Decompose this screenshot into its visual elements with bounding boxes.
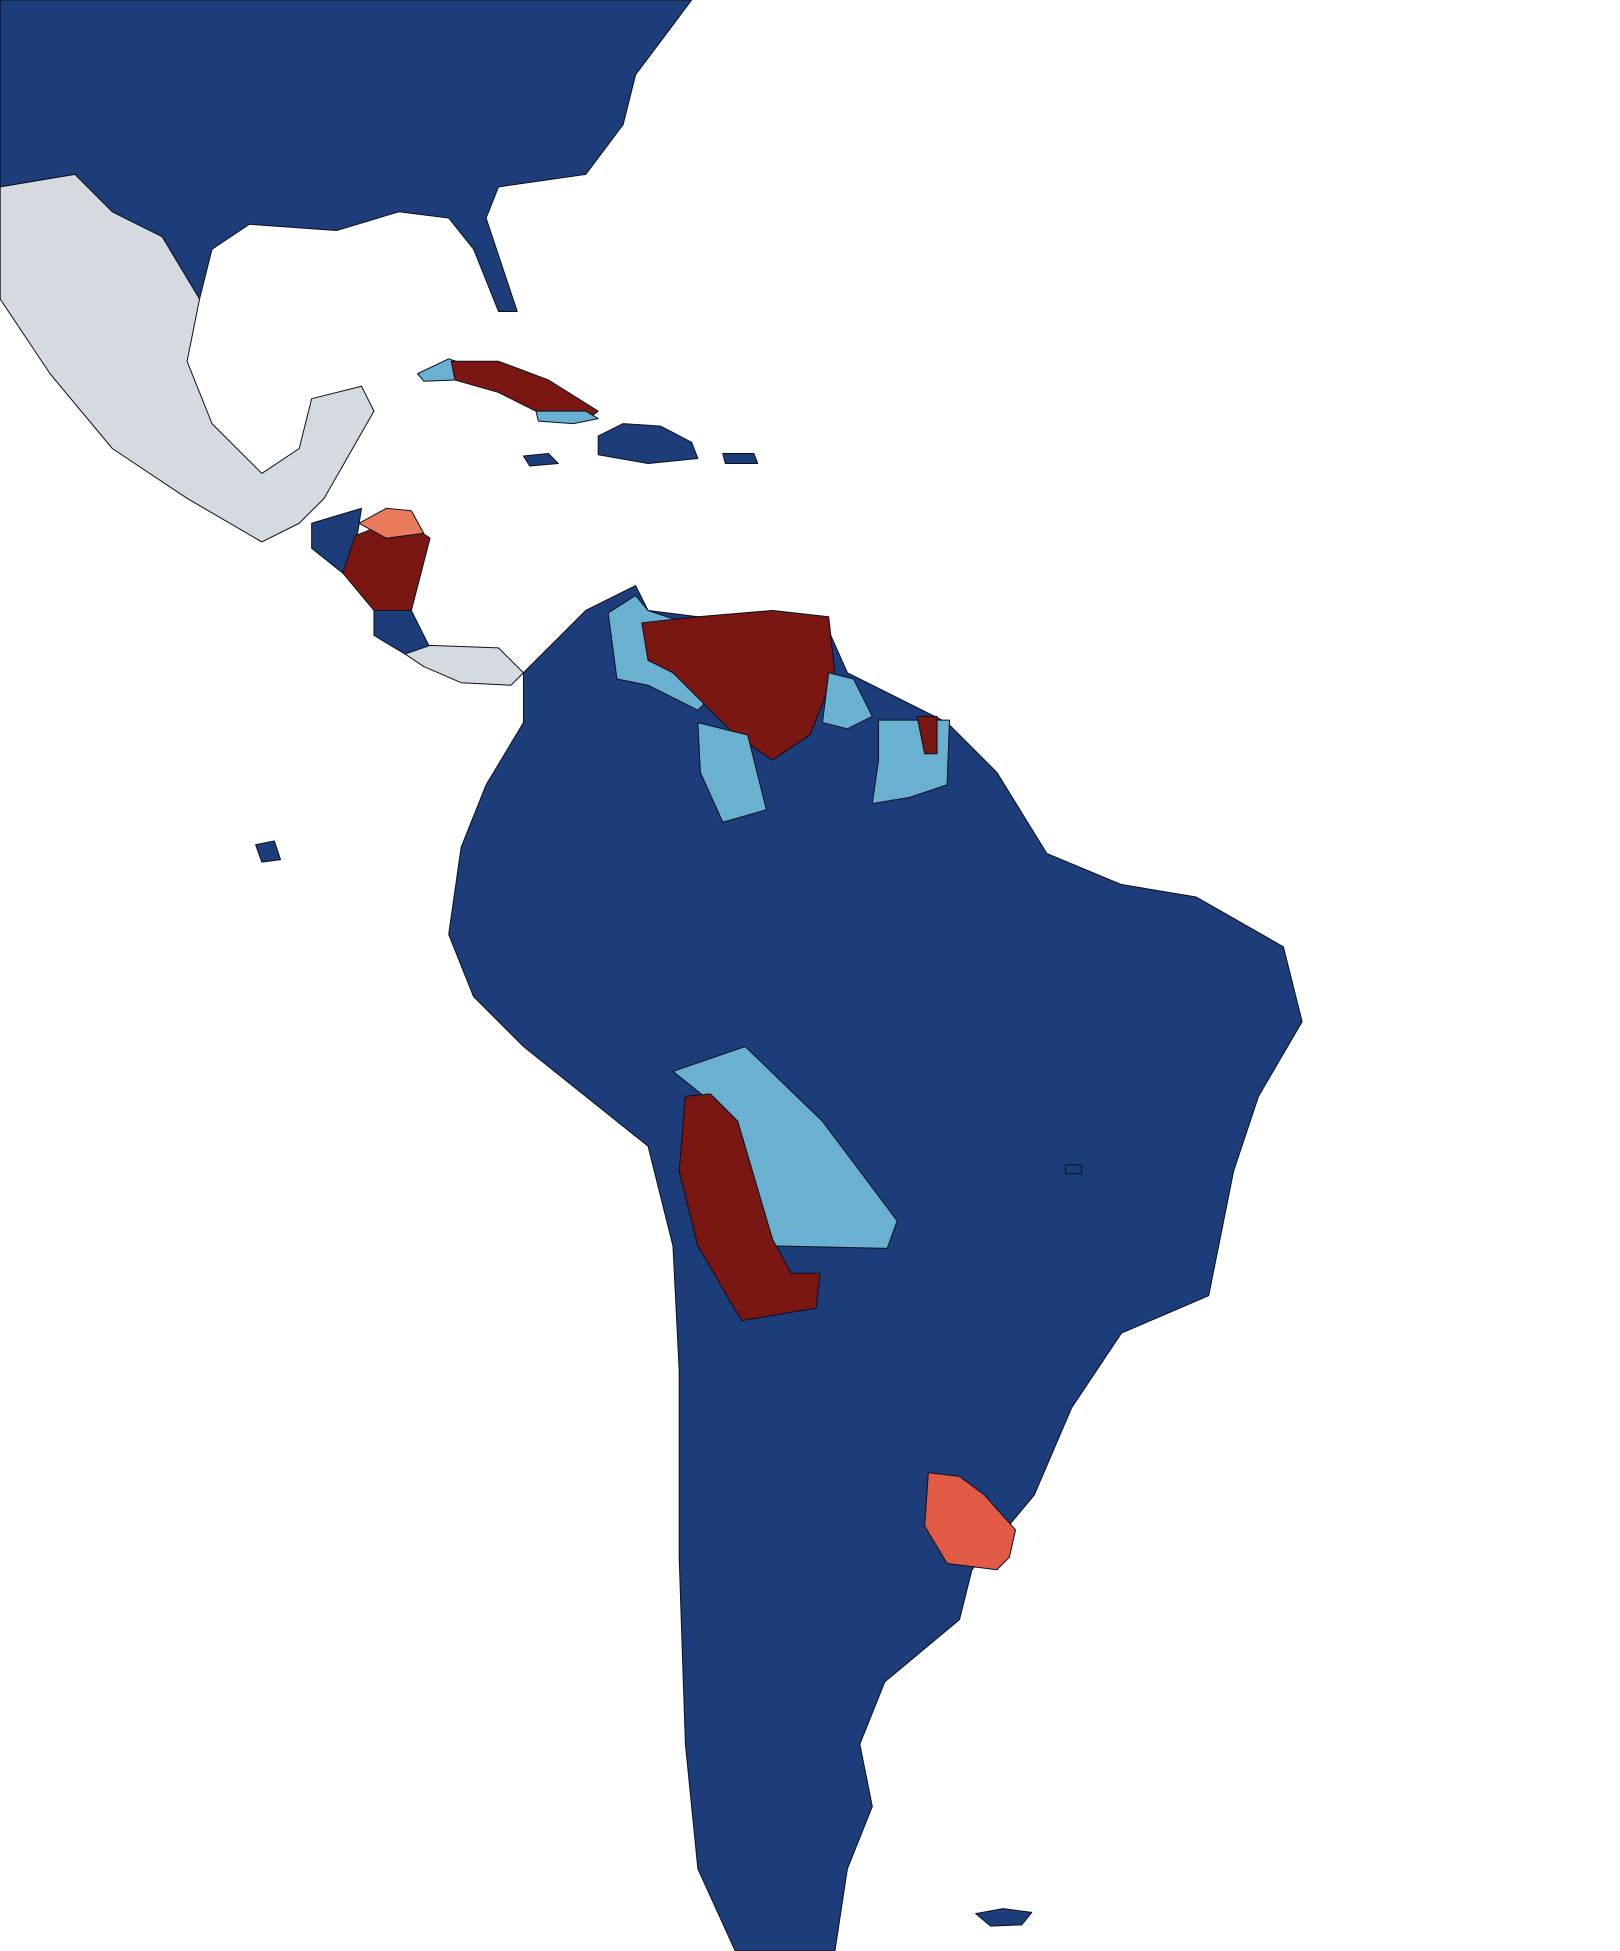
costa-rica-panama <box>404 644 524 686</box>
jamaica <box>522 452 559 467</box>
honduras-north <box>358 507 425 539</box>
small-region <box>1064 1164 1083 1175</box>
puerto-rico <box>722 452 759 464</box>
suriname-region <box>916 715 938 755</box>
hispaniola <box>597 423 699 464</box>
mexico <box>0 173 375 543</box>
uruguay <box>924 1472 1017 1571</box>
venezuela <box>641 609 836 761</box>
falklands <box>975 1908 1033 1927</box>
venezuela-east <box>821 672 873 730</box>
south-america <box>448 585 1303 1951</box>
cuba-east <box>535 410 599 425</box>
galapagos <box>255 840 282 863</box>
guyana-region <box>697 722 767 823</box>
bolivia-west <box>678 1093 821 1322</box>
